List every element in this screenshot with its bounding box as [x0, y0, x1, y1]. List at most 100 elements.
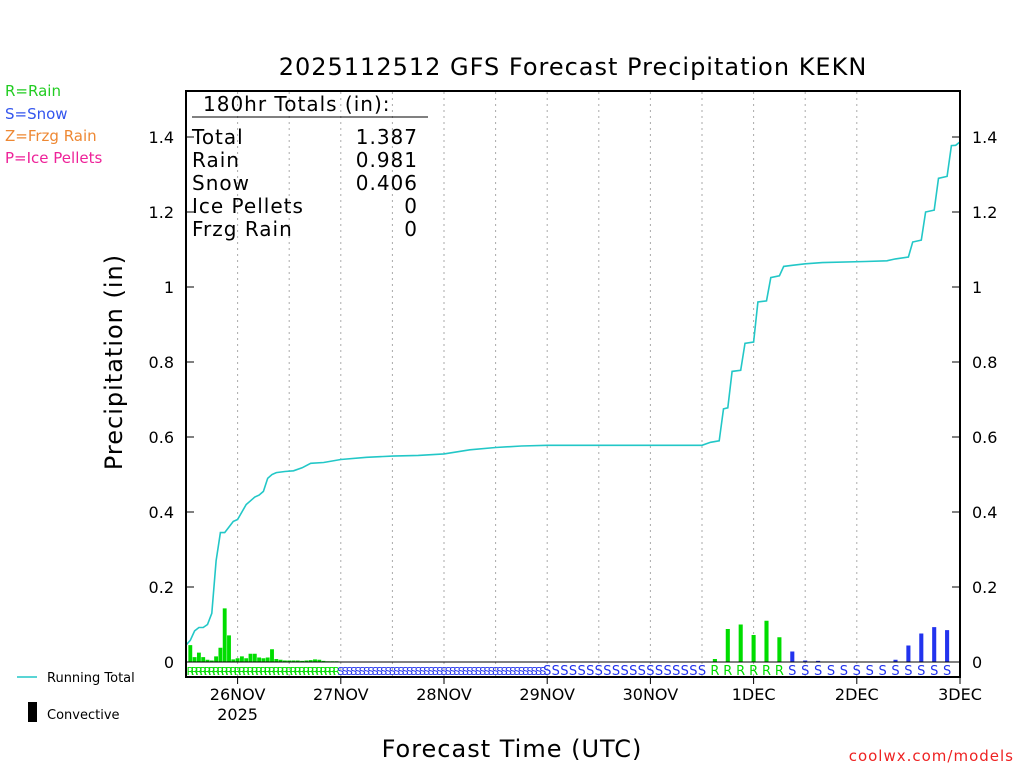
- totals-row-value: 0.981: [356, 148, 418, 172]
- totals-row-value: 0.406: [356, 171, 418, 195]
- type-marker: S: [475, 665, 482, 678]
- type-marker: S: [432, 665, 439, 678]
- type-marker: S: [449, 665, 456, 678]
- type-marker: S: [453, 665, 460, 678]
- type-marker: S: [419, 665, 426, 678]
- y-tick-label-right: 0.8: [972, 353, 997, 372]
- precip-bar: [209, 660, 214, 662]
- precip-bar: [248, 653, 253, 662]
- grid-lines: [185, 92, 858, 676]
- type-marker: R: [723, 664, 732, 679]
- type-marker: S: [410, 665, 417, 678]
- type-marker: S: [458, 665, 465, 678]
- y-tick-label-right: 0.4: [972, 503, 997, 522]
- totals-row-label: Snow: [192, 171, 250, 195]
- type-marker: S: [471, 665, 478, 678]
- type-marker: S: [514, 665, 521, 678]
- y-axis-label: Precipitation (in): [100, 254, 128, 470]
- y-tick-label-left: 1.2: [149, 203, 174, 222]
- type-marker: S: [346, 665, 353, 678]
- type-marker: S: [402, 665, 409, 678]
- precip-bar: [214, 656, 219, 662]
- precip-bar: [308, 660, 313, 662]
- type-marker: R: [225, 665, 233, 678]
- plot-frame: [185, 90, 961, 678]
- type-marker: S: [445, 665, 452, 678]
- y-tick-label-left: 0.4: [149, 503, 174, 522]
- type-legend: R=Rain S=Snow Z=Frzg Rain P=Ice Pellets: [5, 82, 102, 167]
- totals-box: 180hr Totals (in): Total 1.387 Rain 0.981 Sn…: [191, 92, 428, 241]
- y-tick-label-right: 1: [972, 278, 982, 297]
- precip-bar: [287, 660, 292, 662]
- y-tick-label-left: 0.6: [149, 428, 174, 447]
- precip-bar: [282, 660, 287, 662]
- legend-ice-pellets: P=Ice Pellets: [5, 149, 102, 167]
- x-tick-label: 3DEC: [938, 685, 982, 704]
- precip-bar: [196, 652, 201, 662]
- convective-legend: Convective: [47, 708, 120, 723]
- type-marker: R: [217, 665, 225, 678]
- type-marker: S: [689, 664, 697, 679]
- precip-bar: [906, 645, 911, 662]
- type-marker: R: [710, 664, 719, 679]
- type-marker: S: [398, 665, 405, 678]
- precip-bar: [725, 629, 730, 662]
- type-marker: R: [255, 665, 263, 678]
- type-marker: R: [251, 665, 259, 678]
- type-marker: S: [428, 665, 435, 678]
- type-marker: S: [577, 664, 585, 679]
- type-marker: S: [393, 665, 400, 678]
- x-tick-label: 26NOV: [210, 685, 266, 704]
- type-marker: R: [212, 665, 220, 678]
- type-marker: R: [208, 665, 216, 678]
- x-tick-sublabel: 2025: [217, 705, 258, 724]
- precip-bar: [893, 659, 898, 662]
- precip-bar: [257, 657, 262, 662]
- totals-heading: 180hr Totals (in):: [203, 92, 391, 116]
- type-marker: S: [620, 664, 628, 679]
- precip-bar: [192, 657, 197, 662]
- precip-bars: [188, 608, 950, 662]
- type-marker: S: [441, 665, 448, 678]
- type-marker: S: [586, 664, 594, 679]
- type-marker: S: [488, 665, 495, 678]
- type-marker: S: [380, 665, 387, 678]
- x-tick-label: 27NOV: [313, 685, 369, 704]
- x-tick-label: 1DEC: [732, 685, 776, 704]
- type-marker: S: [840, 664, 848, 679]
- precip-bar: [751, 635, 756, 662]
- type-marker: S: [376, 665, 383, 678]
- type-marker: S: [646, 664, 654, 679]
- precip-bar: [261, 658, 266, 662]
- type-marker: R: [736, 664, 745, 679]
- precip-bar: [218, 647, 223, 662]
- type-marker: S: [827, 664, 835, 679]
- type-marker: R: [277, 665, 285, 678]
- type-marker: R: [272, 665, 280, 678]
- precip-bar: [231, 659, 236, 662]
- precip-bar: [265, 657, 270, 662]
- precip-bar: [816, 660, 821, 662]
- type-marker: S: [355, 665, 362, 678]
- x-tick-label: 29NOV: [519, 685, 575, 704]
- precip-bar: [321, 660, 326, 662]
- type-marker: R: [247, 665, 255, 678]
- type-marker: R: [285, 665, 293, 678]
- type-marker: R: [298, 665, 306, 678]
- precip-bar: [777, 637, 782, 662]
- totals-rows: Total 1.387 Rain 0.981 Snow 0.406 Ice Pellets 0…: [191, 125, 418, 241]
- precip-bar: [764, 620, 769, 662]
- convective-swatch: [28, 702, 37, 722]
- type-marker: R: [333, 665, 341, 678]
- type-marker: R: [199, 665, 207, 678]
- type-marker: R: [229, 665, 237, 678]
- type-markers: RRRRRRRRRRRRRRRRRRRRRRRRRRRRRRRRRRRSSSSS…: [186, 664, 951, 679]
- y-tick-label-right: 0: [972, 653, 982, 672]
- credit: coolwx.com/models: [849, 747, 1014, 765]
- type-marker: S: [466, 665, 473, 678]
- type-marker: S: [638, 664, 646, 679]
- totals-row-value: 1.387: [356, 125, 418, 149]
- precip-bar: [803, 660, 808, 662]
